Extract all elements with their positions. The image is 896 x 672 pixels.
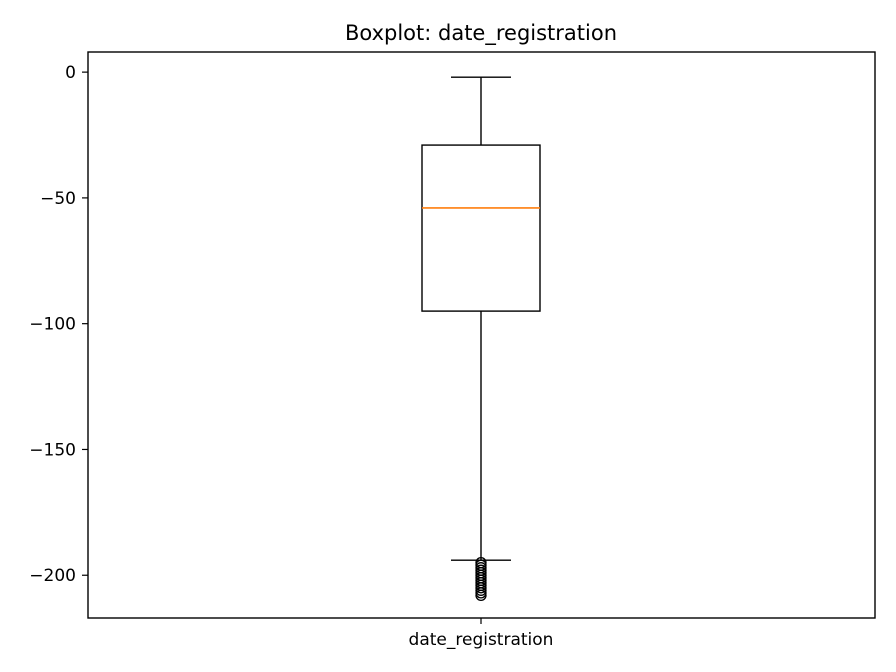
box-series	[421, 76, 541, 602]
x-axis: date_registration	[409, 618, 554, 650]
y-tick-label: 0	[65, 63, 76, 83]
y-tick-label: −100	[29, 315, 76, 335]
y-tick-label: −200	[29, 566, 76, 586]
iqr-box	[421, 144, 541, 312]
outlier-point	[475, 589, 487, 602]
y-tick-label: −150	[29, 440, 76, 460]
chart-title: Boxplot: date_registration	[345, 21, 617, 46]
y-axis: 0 −50 −100 −150 −200	[29, 63, 88, 586]
y-tick-label: −50	[40, 189, 76, 209]
x-tick-label: date_registration	[409, 630, 554, 650]
